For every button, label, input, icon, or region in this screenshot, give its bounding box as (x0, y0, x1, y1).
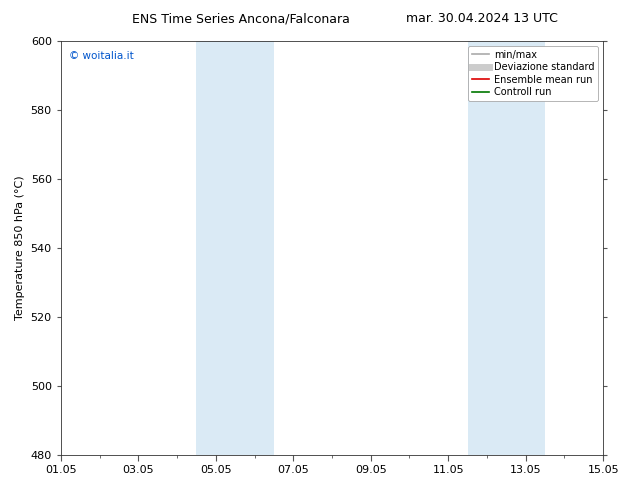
Text: ENS Time Series Ancona/Falconara: ENS Time Series Ancona/Falconara (132, 12, 350, 25)
Bar (197, 41, 274, 455)
Y-axis label: Temperature 850 hPa (°C): Temperature 850 hPa (°C) (15, 175, 25, 320)
Legend: min/max, Deviazione standard, Ensemble mean run, Controll run: min/max, Deviazione standard, Ensemble m… (468, 46, 598, 101)
Bar (468, 41, 545, 455)
Text: mar. 30.04.2024 13 UTC: mar. 30.04.2024 13 UTC (406, 12, 558, 25)
Text: © woitalia.it: © woitalia.it (69, 51, 134, 61)
